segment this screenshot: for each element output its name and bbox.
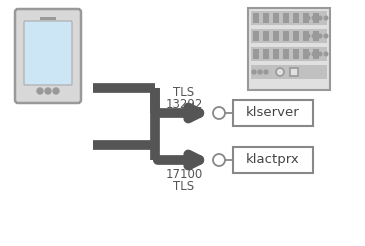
Bar	[253, 49, 259, 59]
Circle shape	[37, 88, 43, 94]
Bar	[283, 13, 289, 23]
Circle shape	[324, 16, 328, 20]
Bar	[233, 147, 313, 173]
Bar	[293, 31, 299, 41]
Bar	[40, 17, 56, 20]
Text: klserver: klserver	[246, 107, 300, 120]
Bar	[263, 13, 269, 23]
Bar	[253, 13, 259, 23]
Circle shape	[318, 16, 322, 20]
Bar	[273, 13, 279, 23]
Bar	[251, 47, 327, 61]
Bar	[283, 49, 289, 59]
Circle shape	[306, 16, 310, 20]
Text: 13292: 13292	[165, 98, 203, 111]
Circle shape	[252, 70, 256, 74]
Bar	[251, 29, 327, 43]
Bar	[293, 13, 299, 23]
Circle shape	[318, 34, 322, 38]
Bar	[313, 49, 319, 59]
Circle shape	[318, 52, 322, 56]
Circle shape	[324, 34, 328, 38]
Bar	[283, 31, 289, 41]
Circle shape	[306, 34, 310, 38]
Bar	[290, 68, 298, 76]
Circle shape	[276, 68, 284, 76]
FancyBboxPatch shape	[24, 21, 72, 85]
FancyBboxPatch shape	[15, 9, 81, 103]
Bar	[253, 31, 259, 41]
Bar	[263, 31, 269, 41]
Bar	[263, 49, 269, 59]
Bar	[303, 49, 309, 59]
Circle shape	[312, 52, 316, 56]
Text: klactprx: klactprx	[246, 154, 300, 167]
Bar	[313, 13, 319, 23]
Bar	[233, 100, 313, 126]
Bar	[273, 31, 279, 41]
Bar	[251, 65, 327, 79]
Circle shape	[306, 52, 310, 56]
Circle shape	[213, 154, 225, 166]
Bar	[303, 31, 309, 41]
Circle shape	[312, 16, 316, 20]
Text: TLS: TLS	[173, 180, 195, 193]
FancyBboxPatch shape	[248, 8, 330, 90]
Circle shape	[264, 70, 268, 74]
Circle shape	[45, 88, 51, 94]
Circle shape	[258, 70, 262, 74]
Circle shape	[53, 88, 59, 94]
Bar	[273, 49, 279, 59]
Circle shape	[312, 34, 316, 38]
Circle shape	[324, 52, 328, 56]
Circle shape	[213, 107, 225, 119]
Bar	[251, 11, 327, 25]
Bar	[303, 13, 309, 23]
Text: TLS: TLS	[173, 87, 195, 99]
Text: 17100: 17100	[165, 168, 203, 181]
Bar	[313, 31, 319, 41]
Bar	[293, 49, 299, 59]
